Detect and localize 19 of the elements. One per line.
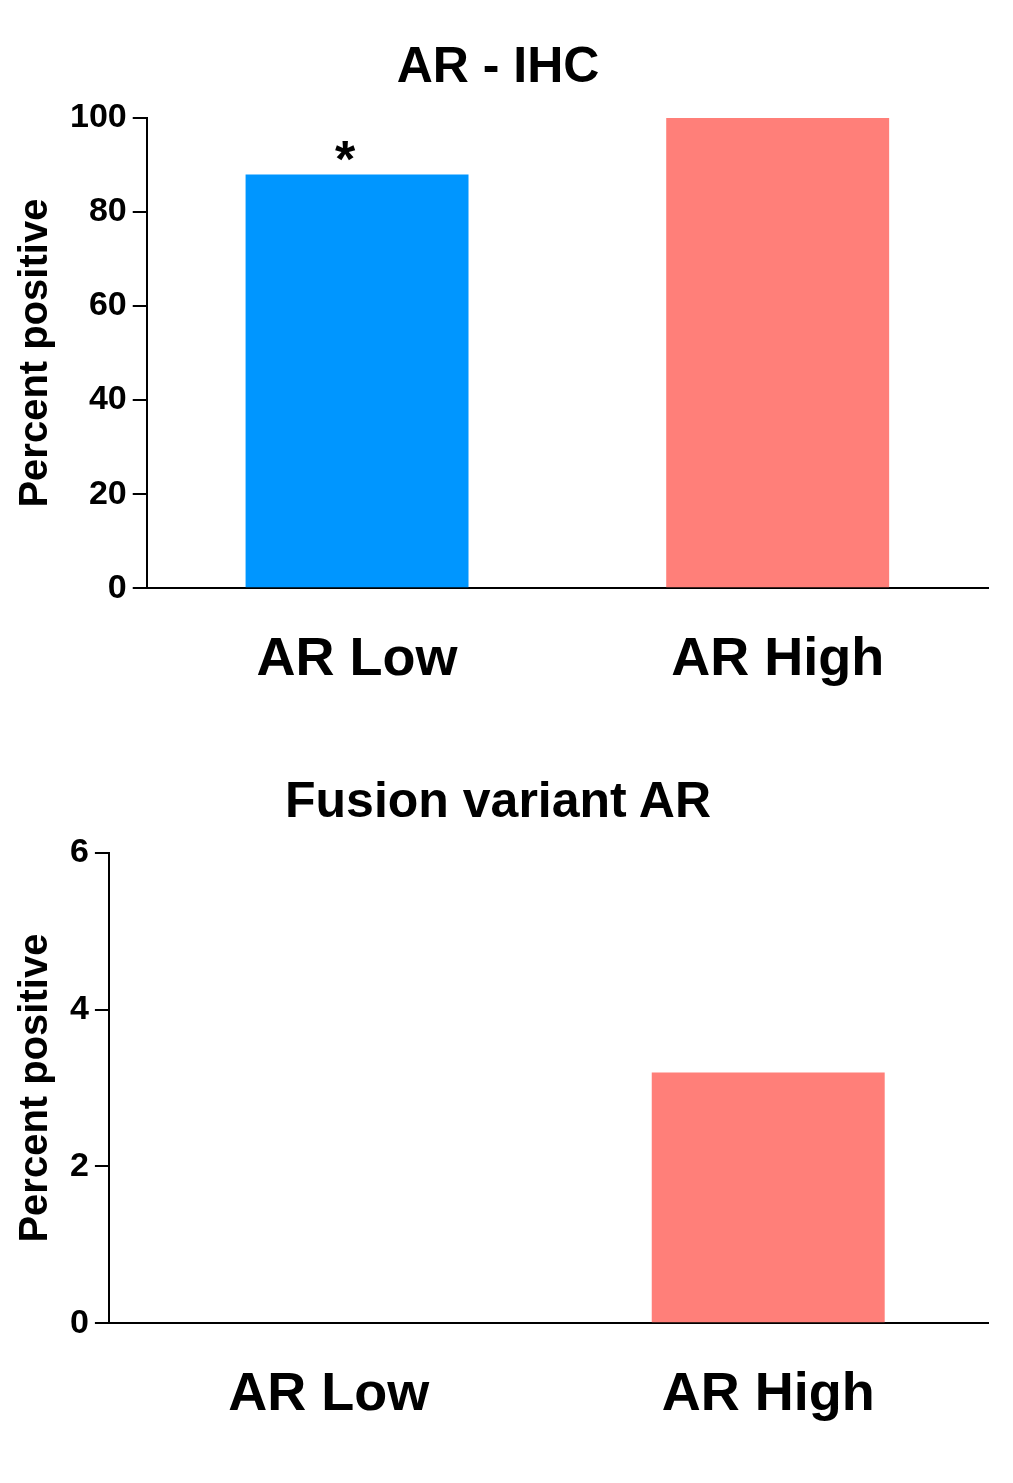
y-tick-label: 20 [88,472,127,511]
x-tick-label: AR High [661,1361,875,1422]
y-tick-label: 0 [69,1301,89,1340]
y-tick-label: 6 [69,831,89,870]
y-tick-label: 2 [69,1144,89,1183]
y-tick-label: 60 [88,284,127,323]
y-tick-label: 4 [69,988,89,1027]
y-tick-label: 100 [69,96,127,135]
y-tick-label: 40 [88,378,127,417]
x-tick-label: AR Low [228,1361,431,1422]
chart-title: Fusion variant AR [285,771,711,828]
y-axis-title: Percent positive [11,198,56,508]
y-tick-label: 80 [88,190,127,229]
y-axis-title: Percent positive [11,933,56,1243]
chart-title: AR - IHC [396,36,600,93]
x-tick-label: AR Low [256,626,459,687]
annotation: * [334,129,356,188]
x-tick-label: AR High [671,626,885,687]
y-tick-label: 0 [107,566,127,605]
